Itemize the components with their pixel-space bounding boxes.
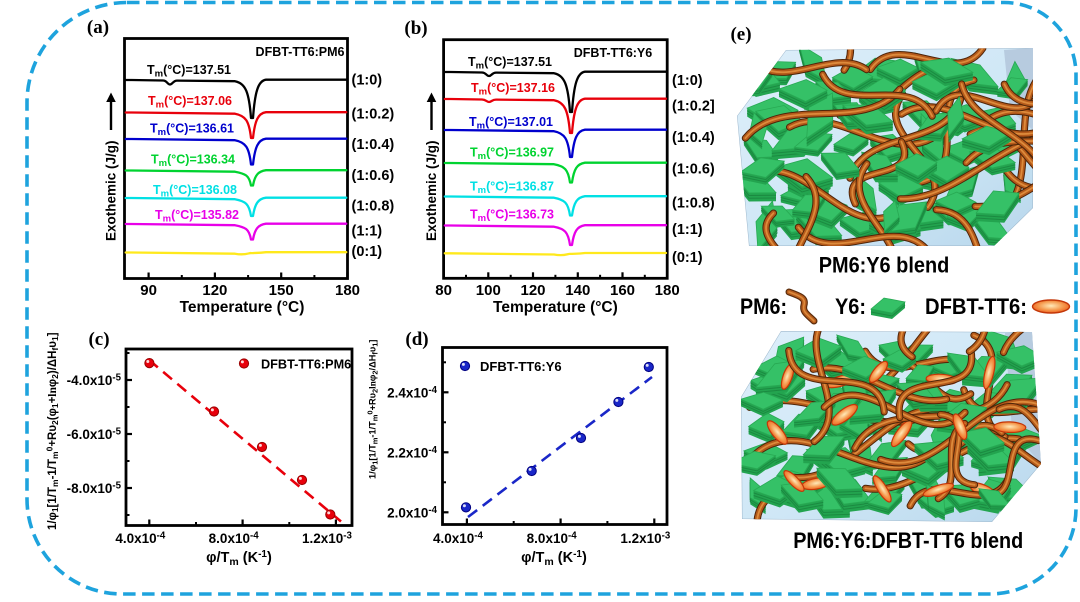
- svg-text:4.0x10-4: 4.0x10-4: [433, 531, 484, 547]
- svg-text:Tm(°C)=136.61: Tm(°C)=136.61: [150, 122, 234, 139]
- svg-text:Tm(°C)=137.16: Tm(°C)=137.16: [471, 81, 555, 98]
- svg-text:Tm(°C)=135.82: Tm(°C)=135.82: [155, 208, 239, 225]
- svg-text:120: 120: [520, 282, 545, 299]
- svg-text:2.2x10-4: 2.2x10-4: [387, 445, 438, 461]
- svg-text:Tm(°C)=137.01: Tm(°C)=137.01: [469, 115, 553, 132]
- svg-text:2.4x10-4: 2.4x10-4: [387, 385, 438, 401]
- svg-text:(0:1): (0:1): [672, 250, 703, 266]
- svg-text:(1:0.4): (1:0.4): [672, 130, 715, 146]
- svg-text:(1:0.4): (1:0.4): [352, 137, 395, 153]
- svg-text:Temperature (°C): Temperature (°C): [493, 299, 618, 316]
- svg-text:Temperature (°C): Temperature (°C): [180, 299, 305, 316]
- svg-text:Tm(°C)=136.97: Tm(°C)=136.97: [470, 146, 554, 163]
- svg-text:φ/Tm (K-1): φ/Tm (K-1): [521, 549, 587, 568]
- svg-text:(d): (d): [405, 329, 428, 350]
- svg-text:8.0x10-4: 8.0x10-4: [209, 531, 260, 547]
- svg-text:180: 180: [655, 282, 680, 299]
- svg-text:(a): (a): [87, 17, 109, 38]
- svg-text:PM6:Y6:DFBT-TT6 blend: PM6:Y6:DFBT-TT6 blend: [793, 528, 1023, 553]
- svg-text:Exothemic (J/g): Exothemic (J/g): [424, 140, 439, 241]
- svg-text:Tm(°C)=136.08: Tm(°C)=136.08: [153, 183, 237, 200]
- svg-text:-4.0x10-5: -4.0x10-5: [67, 373, 122, 389]
- svg-text:DFBT-TT6:PM6: DFBT-TT6:PM6: [261, 358, 351, 372]
- svg-text:φ/Tm (K-1): φ/Tm (K-1): [206, 549, 272, 568]
- svg-text:Y6:: Y6:: [835, 294, 866, 319]
- svg-text:(1:0.8): (1:0.8): [672, 196, 715, 212]
- svg-text:-6.0x10-5: -6.0x10-5: [67, 427, 122, 443]
- svg-text:1/φ1[1/Tm-1/Tm0+Rυ2lnφ2/ΔHfυ1]: 1/φ1[1/Tm-1/Tm0+Rυ2lnφ2/ΔHfυ1]: [366, 340, 380, 479]
- svg-text:90: 90: [140, 282, 157, 299]
- svg-text:Tm(°C)=137.51: Tm(°C)=137.51: [147, 63, 231, 80]
- svg-text:(1:0.2]: (1:0.2]: [672, 99, 715, 115]
- svg-text:Tm(°C)=136.34: Tm(°C)=136.34: [151, 153, 235, 170]
- svg-text:Tm(°C)=137.06: Tm(°C)=137.06: [148, 94, 232, 111]
- svg-text:Tm(°C)=137.51: Tm(°C)=137.51: [468, 55, 552, 72]
- svg-text:(0:1): (0:1): [352, 244, 383, 260]
- svg-text:DFBT-TT6:Y6: DFBT-TT6:Y6: [480, 359, 562, 374]
- svg-text:DFBT-TT6:: DFBT-TT6:: [925, 294, 1027, 319]
- svg-text:150: 150: [269, 282, 294, 299]
- svg-text:160: 160: [610, 282, 635, 299]
- svg-text:(1:0.2): (1:0.2): [352, 107, 395, 123]
- svg-text:140: 140: [565, 282, 590, 299]
- svg-text:(1:1): (1:1): [672, 222, 703, 238]
- svg-text:8.0x10-4: 8.0x10-4: [527, 531, 578, 547]
- svg-text:(b): (b): [404, 18, 427, 39]
- svg-text:2.0x10-4: 2.0x10-4: [387, 505, 438, 521]
- svg-text:(1:0.6): (1:0.6): [672, 161, 715, 177]
- svg-text:(1:0): (1:0): [352, 73, 383, 89]
- svg-text:-8.0x10-5: -8.0x10-5: [67, 481, 122, 497]
- svg-text:(1:0.6): (1:0.6): [352, 168, 395, 184]
- svg-text:Exothemic (J/g): Exothemic (J/g): [104, 140, 119, 241]
- svg-text:(c): (c): [88, 329, 109, 350]
- svg-text:PM6:: PM6:: [740, 294, 787, 319]
- svg-text:120: 120: [202, 282, 227, 299]
- svg-text:80: 80: [435, 282, 452, 299]
- svg-text:1.2x10-3: 1.2x10-3: [620, 531, 671, 547]
- svg-text:(1:1): (1:1): [352, 224, 383, 240]
- svg-text:(1:0): (1:0): [672, 73, 703, 89]
- svg-text:DFBT-TT6:PM6: DFBT-TT6:PM6: [256, 45, 345, 59]
- svg-text:(1:0.8): (1:0.8): [352, 199, 395, 215]
- svg-text:Tm(°C)=136.73: Tm(°C)=136.73: [470, 208, 554, 225]
- svg-text:Tm(°C)=136.87: Tm(°C)=136.87: [470, 180, 554, 197]
- svg-text:(e): (e): [730, 24, 751, 45]
- svg-text:100: 100: [476, 282, 501, 299]
- svg-text:1.2x10-3: 1.2x10-3: [302, 531, 353, 547]
- svg-text:1/φ1[1/Tm-1/Tm0+Rυ2(φ1+lnφ2)/Δ: 1/φ1[1/Tm-1/Tm0+Rυ2(φ1+lnφ2)/ΔHfυ1]: [45, 332, 61, 530]
- svg-text:180: 180: [335, 282, 360, 299]
- svg-text:4.0x10-4: 4.0x10-4: [115, 531, 166, 547]
- svg-text:DFBT-TT6:Y6: DFBT-TT6:Y6: [574, 46, 653, 60]
- svg-text:PM6:Y6 blend: PM6:Y6 blend: [819, 253, 950, 278]
